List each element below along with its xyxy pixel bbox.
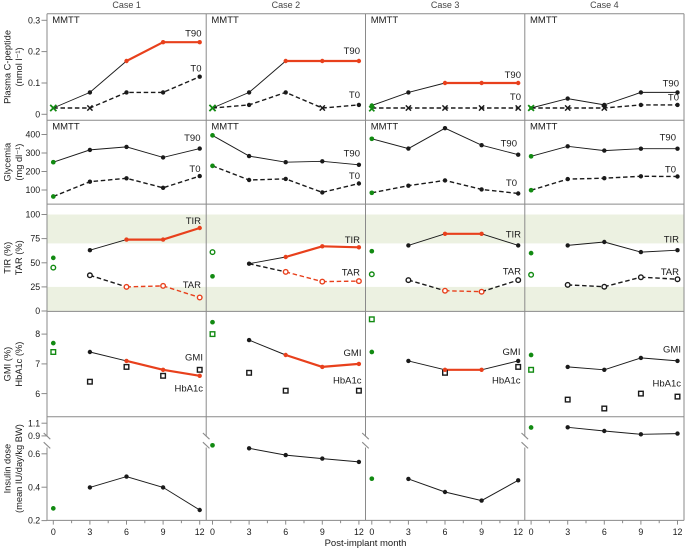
svg-text:HbA1c: HbA1c [174,384,203,395]
svg-text:T90: T90 [663,79,679,90]
svg-text:9: 9 [638,527,643,537]
svg-text:400: 400 [26,130,41,140]
svg-text:MMTT: MMTT [52,122,80,133]
svg-text:0.2: 0.2 [28,47,40,57]
svg-text:Case 3: Case 3 [431,0,460,10]
svg-text:12: 12 [673,527,683,537]
svg-text:0.6: 0.6 [28,449,40,459]
svg-text:6: 6 [443,527,448,537]
svg-text:75: 75 [30,234,40,244]
svg-text:MMTT: MMTT [530,122,558,133]
svg-text:0: 0 [210,527,215,537]
svg-text:MMTT: MMTT [371,122,399,133]
svg-text:0.3: 0.3 [28,15,40,25]
svg-text:9: 9 [479,527,484,537]
svg-text:3: 3 [247,527,252,537]
svg-text:T90: T90 [344,46,360,57]
svg-text:TIR: TIR [506,230,521,241]
svg-text:MMTT: MMTT [530,15,558,26]
svg-text:0: 0 [51,527,56,537]
svg-text:7: 7 [35,359,40,369]
svg-text:GMI: GMI [503,347,521,358]
svg-text:6: 6 [602,527,607,537]
svg-text:T90: T90 [505,70,521,81]
svg-text:T90: T90 [344,149,360,160]
svg-text:12: 12 [195,527,205,537]
svg-text:MMTT: MMTT [52,15,80,26]
svg-text:TAR: TAR [503,267,521,278]
svg-text:Case 1: Case 1 [112,0,141,10]
svg-text:HbA1c (%): HbA1c (%) [14,342,24,387]
svg-text:MMTT: MMTT [211,122,239,133]
svg-text:TAR: TAR [661,267,679,278]
svg-text:TIR: TIR [345,235,360,246]
svg-text:GMI: GMI [344,348,362,359]
svg-text:50: 50 [30,258,40,268]
svg-text:HbA1c: HbA1c [652,379,681,390]
svg-text:GMI: GMI [185,353,203,364]
svg-text:100: 100 [26,210,41,220]
svg-text:T0: T0 [349,171,360,182]
svg-text:0: 0 [369,527,374,537]
svg-text:9: 9 [320,527,325,537]
svg-text:(mean IU/day/kg BW): (mean IU/day/kg BW) [14,424,24,513]
svg-text:HbA1c: HbA1c [333,376,362,387]
svg-text:HbA1c: HbA1c [492,376,521,387]
svg-text:0.9: 0.9 [28,431,40,441]
svg-text:6: 6 [283,527,288,537]
svg-text:8: 8 [35,329,40,339]
svg-text:12: 12 [513,527,523,537]
svg-text:T0: T0 [190,64,201,75]
svg-text:Insulin dose: Insulin dose [3,444,13,494]
svg-text:0.1: 0.1 [28,78,40,88]
svg-text:(nmol l⁻¹): (nmol l⁻¹) [14,47,24,86]
svg-text:T0: T0 [668,93,679,104]
svg-text:T90: T90 [185,29,201,40]
svg-text:300: 300 [26,148,41,158]
svg-text:3: 3 [87,527,92,537]
svg-text:T0: T0 [510,92,521,103]
svg-text:25: 25 [30,282,40,292]
svg-text:MMTT: MMTT [211,15,239,26]
svg-text:0: 0 [35,306,40,316]
svg-text:GMI (%): GMI (%) [3,347,13,382]
svg-text:MMTT: MMTT [371,15,399,26]
svg-text:0: 0 [35,109,40,119]
svg-text:TIR: TIR [664,235,679,246]
svg-text:T90: T90 [501,139,517,150]
svg-text:6: 6 [35,389,40,399]
svg-text:TIR: TIR [186,216,201,227]
svg-text:TAR: TAR [183,280,201,291]
svg-text:GMI: GMI [663,345,681,356]
svg-text:6: 6 [124,527,129,537]
svg-text:T0: T0 [665,165,676,176]
svg-text:0.4: 0.4 [28,482,40,492]
svg-text:(mg dl⁻¹): (mg dl⁻¹) [14,144,24,181]
svg-text:100: 100 [26,185,41,195]
svg-text:T90: T90 [660,133,676,144]
svg-text:Plasma C-peptide: Plasma C-peptide [3,30,13,104]
svg-text:T0: T0 [349,90,360,101]
svg-text:0.2: 0.2 [28,516,40,526]
svg-text:Post-implant month: Post-implant month [325,538,407,549]
svg-text:200: 200 [26,167,41,177]
svg-text:TAR: TAR [342,268,360,279]
svg-text:TAR (%): TAR (%) [14,240,24,275]
svg-text:T0: T0 [506,178,517,189]
svg-text:TIR (%): TIR (%) [3,242,13,274]
svg-text:12: 12 [354,527,364,537]
svg-text:T90: T90 [184,133,200,144]
svg-text:Case 4: Case 4 [590,0,619,10]
svg-text:Glycemia: Glycemia [3,142,13,182]
svg-text:3: 3 [406,527,411,537]
svg-text:1.1: 1.1 [28,418,40,428]
svg-text:T0: T0 [189,164,200,175]
svg-text:3: 3 [565,527,570,537]
svg-text:0: 0 [529,527,534,537]
svg-text:Case 2: Case 2 [272,0,301,10]
svg-text:9: 9 [161,527,166,537]
